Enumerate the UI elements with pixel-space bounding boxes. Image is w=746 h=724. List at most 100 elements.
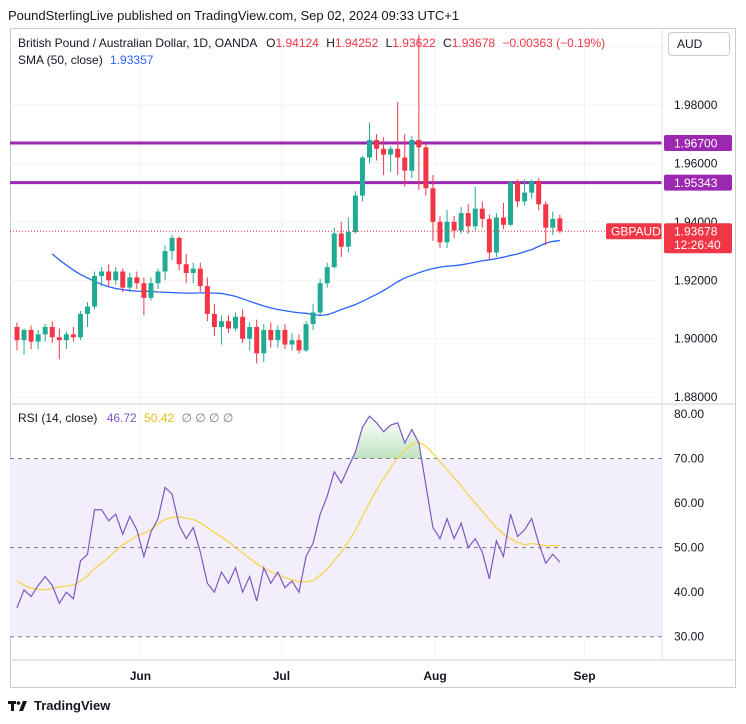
candle-body (444, 221, 450, 243)
candle (21, 328, 27, 355)
candle-body (162, 251, 168, 272)
candle (42, 324, 48, 342)
candle (416, 34, 422, 190)
candle (515, 179, 521, 208)
candle-body (331, 233, 337, 268)
candle-body (113, 271, 119, 281)
candle (458, 207, 464, 234)
footer-brand: TradingView (8, 698, 110, 713)
sma-line (51, 239, 560, 316)
time-tick-label: Jul (273, 669, 290, 683)
candle (465, 204, 471, 234)
candle (395, 102, 401, 176)
candle (35, 329, 41, 349)
candle (381, 137, 387, 176)
candle-body (63, 334, 69, 341)
candle-body (550, 218, 556, 228)
candle (162, 245, 168, 281)
level-price-label: 1.96700 (674, 136, 718, 150)
candle-body (430, 188, 436, 222)
candle (345, 217, 351, 253)
change-value: −0.00363 (−0.19%) (502, 36, 606, 50)
candle-body (120, 271, 126, 288)
candle (289, 332, 295, 351)
rsi-tick-label: 40.00 (674, 585, 704, 599)
candle-body (268, 329, 274, 341)
candle-body (437, 221, 443, 243)
candle (134, 271, 140, 290)
candle (92, 271, 98, 310)
candle (14, 322, 20, 351)
candle-body (289, 340, 295, 345)
candle (63, 331, 69, 349)
current-price-label: 1.93678 (674, 225, 718, 239)
candle (402, 134, 408, 187)
candle (113, 267, 119, 285)
price-tick-label: 1.98000 (674, 98, 718, 112)
tradingview-brand: TradingView (34, 698, 111, 713)
candle (254, 319, 260, 364)
candle-body (155, 271, 161, 284)
sma-value: 1.93357 (110, 53, 154, 67)
candle-body (92, 275, 98, 307)
candle-body (529, 180, 535, 193)
rsi-label: RSI (14, close) (18, 411, 98, 425)
candle (120, 268, 126, 292)
candle (176, 236, 182, 271)
candle-body (56, 337, 62, 341)
current-price-tag (664, 223, 732, 254)
candle-body (500, 217, 506, 225)
candle-body (543, 204, 549, 228)
candle (331, 227, 337, 269)
candle (155, 268, 161, 290)
candle (183, 253, 189, 284)
sma-label: SMA (50, close) (18, 53, 103, 67)
candle-body (77, 313, 83, 338)
candle (409, 135, 415, 179)
candle (352, 191, 358, 234)
rsi-value: 46.72 (106, 411, 137, 425)
candle (218, 315, 224, 345)
candle-body (381, 148, 387, 155)
price-tick-label: 1.92000 (674, 273, 718, 287)
candle-body (197, 268, 203, 287)
candle-body (176, 237, 182, 265)
rsi-line (16, 415, 561, 608)
candle (486, 214, 492, 260)
rsi-placeholder-values: ∅ ∅ ∅ ∅ (181, 411, 234, 425)
candle-body (557, 218, 563, 232)
candle (169, 234, 175, 260)
candle (127, 272, 133, 292)
candle (282, 324, 288, 349)
candle (529, 179, 535, 199)
candle-body (486, 218, 492, 253)
low-label: L (385, 36, 393, 50)
time-tick-label: Jun (130, 669, 151, 683)
candle (268, 322, 274, 348)
candle-body (515, 182, 521, 202)
open-label: O (266, 36, 276, 50)
price-legend: British Pound / Australian Dollar, 1D, O… (18, 36, 605, 50)
candle-body (359, 157, 365, 196)
time-tick-label: Sep (574, 669, 596, 683)
candle (437, 216, 443, 249)
level-price-tag (664, 134, 732, 151)
high-label: H (326, 36, 335, 50)
candle-body (416, 140, 422, 148)
candle-body (211, 313, 217, 328)
candle-body (303, 324, 309, 351)
candle-body (254, 327, 260, 354)
candle (28, 325, 34, 349)
candle-body (458, 213, 464, 231)
candle-body (324, 267, 330, 284)
candle-body (275, 329, 281, 341)
rsi-tick-label: 70.00 (674, 451, 704, 465)
candle-body (409, 140, 415, 171)
candle (303, 321, 309, 352)
candle-body (183, 264, 189, 273)
currency-button[interactable]: AUD (668, 32, 730, 56)
candle-body (493, 217, 499, 253)
candle (359, 156, 365, 202)
candle-body (49, 327, 55, 338)
